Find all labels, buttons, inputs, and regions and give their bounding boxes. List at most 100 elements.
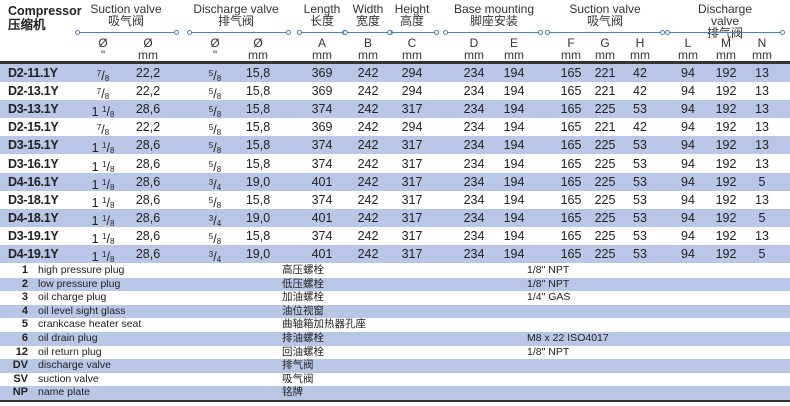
numerator: 1 xyxy=(102,213,107,223)
numerator: 5 xyxy=(208,195,214,205)
suction-mm: 28,6 xyxy=(135,156,161,171)
dimension-value: 242 xyxy=(357,156,379,171)
dimension-value: 192 xyxy=(715,120,737,135)
group-header: Suction valve 吸气阀 xyxy=(569,3,640,27)
fraction-inch: 7/8 xyxy=(96,87,110,102)
model-name: D3-18.1Y xyxy=(8,192,59,207)
fraction-inch: 7/8 xyxy=(96,69,110,83)
dimension-value: 192 xyxy=(715,192,737,207)
dimension-value: 317 xyxy=(401,192,423,207)
dimension-value: 13 xyxy=(755,66,769,80)
suction-mm: 22,2 xyxy=(135,66,161,80)
dimension-value: 225 xyxy=(594,174,616,189)
dimension-value: 369 xyxy=(311,66,333,80)
legend-cn: 加油螺栓 xyxy=(282,291,324,304)
fraction-inch: 3/4 xyxy=(208,213,222,228)
column-unit: mm xyxy=(138,48,158,62)
table-row: D3-13.1Y 1 1/8 28,6 5/8 15,8 374 242 317 234 1… xyxy=(0,100,790,119)
dimension-value: 369 xyxy=(311,120,333,135)
numerator: 3 xyxy=(208,250,214,259)
legend-en: crankcase heater seat xyxy=(38,318,142,331)
dimension-value: 234 xyxy=(463,66,485,80)
denominator: 8 xyxy=(109,218,115,228)
whole: 1 xyxy=(91,231,103,246)
dimension-value: 225 xyxy=(594,102,616,117)
model-name: D3-19.1Y xyxy=(8,228,59,243)
whole: 1 xyxy=(91,250,103,264)
dimension-value: 53 xyxy=(633,138,647,153)
discharge-mm: 15,8 xyxy=(245,102,271,117)
dimension-value: 294 xyxy=(401,66,423,80)
group-rule xyxy=(343,30,393,35)
dimension-value: 192 xyxy=(715,228,737,243)
model-name: D3-13.1Y xyxy=(8,102,59,117)
dimension-value: 94 xyxy=(681,156,695,171)
legend-row: NP name plate 铭牌 xyxy=(0,386,790,400)
numerator: 3 xyxy=(208,213,214,223)
dimension-value: 317 xyxy=(401,156,423,171)
denominator: 8 xyxy=(104,74,110,83)
dimension-value: 165 xyxy=(560,102,582,117)
dimension-value: 165 xyxy=(560,228,582,243)
dimension-value: 94 xyxy=(681,247,695,261)
column-unit: mm xyxy=(248,48,268,62)
dimension-value: 13 xyxy=(755,192,769,207)
denominator: 8 xyxy=(216,200,222,210)
legend-cn: 吸气阀 xyxy=(282,372,314,385)
group-rule xyxy=(443,30,543,35)
numerator: 1 xyxy=(102,159,107,169)
table-row: D2-11.1Y 7/8 22,2 5/8 15,8 369 242 294 234 194… xyxy=(0,64,790,83)
denominator: 8 xyxy=(109,164,115,174)
dimension-value: 192 xyxy=(715,210,737,225)
table-row: D2-15.1Y 7/8 22,2 5/8 15,8 369 242 294 234 194… xyxy=(0,118,790,138)
dimension-value: 242 xyxy=(357,120,379,135)
numerator: 1 xyxy=(102,195,107,205)
dimension-value: 53 xyxy=(633,210,647,225)
group-label-en: Length xyxy=(303,2,341,16)
legend-cn: 油位视窗 xyxy=(282,304,324,317)
legend-row: 6 oil drain plug 排油螺栓 M8 x 22 ISO4017 xyxy=(0,332,790,346)
legend-en: discharge valve xyxy=(38,359,111,372)
legend-row: 2 low pressure plug 低压螺栓 1/8" NPT xyxy=(0,277,790,292)
denominator: 8 xyxy=(216,128,222,138)
numerator: 5 xyxy=(208,123,214,133)
dimension-value: 242 xyxy=(357,247,379,261)
suction-mm: 22,2 xyxy=(135,84,161,99)
dimension-value: 94 xyxy=(681,120,695,135)
legend-row: DV discharge valve 排气阀 xyxy=(0,359,790,373)
dimension-value: 242 xyxy=(357,192,379,207)
discharge-mm: 15,8 xyxy=(245,228,271,243)
dimension-value: 225 xyxy=(594,210,616,225)
fraction-inch: 1 1/8 xyxy=(91,213,115,228)
denominator: 8 xyxy=(104,128,110,138)
model-name: D3-16.1Y xyxy=(8,156,59,171)
column-unit: mm xyxy=(561,48,581,62)
dimension-value: 165 xyxy=(560,247,582,261)
dimension-value: 225 xyxy=(594,247,616,261)
dimension-value: 242 xyxy=(357,210,379,225)
dimension-value: 194 xyxy=(503,174,525,189)
compressor-label-cn: 压缩机 xyxy=(8,18,46,32)
dimension-value: 5 xyxy=(758,247,766,261)
suction-mm: 28,6 xyxy=(135,192,161,207)
suction-mm: 28,6 xyxy=(135,102,161,117)
dimension-value: 317 xyxy=(401,138,423,153)
discharge-mm: 15,8 xyxy=(245,66,271,80)
column-letter: H xyxy=(635,36,645,50)
legend-spec: 1/4" GAS xyxy=(527,291,571,304)
table-row: D3-18.1Y 1 1/8 28,6 5/8 15,8 374 242 317 234 1… xyxy=(0,191,790,210)
dimension-value: 225 xyxy=(594,192,616,207)
dimension-value: 192 xyxy=(715,174,737,189)
dimension-value: 53 xyxy=(633,102,647,117)
legend-en: name plate xyxy=(38,386,90,399)
legend-cn: 排气阀 xyxy=(282,359,314,372)
dimension-value: 234 xyxy=(463,228,485,243)
column-unit: mm xyxy=(464,48,484,62)
fraction-inch: 7/8 xyxy=(96,123,110,138)
dimension-value: 374 xyxy=(311,228,333,243)
discharge-mm: 19,0 xyxy=(245,174,271,189)
compressor-header: Compressor 压缩机 xyxy=(8,4,82,32)
